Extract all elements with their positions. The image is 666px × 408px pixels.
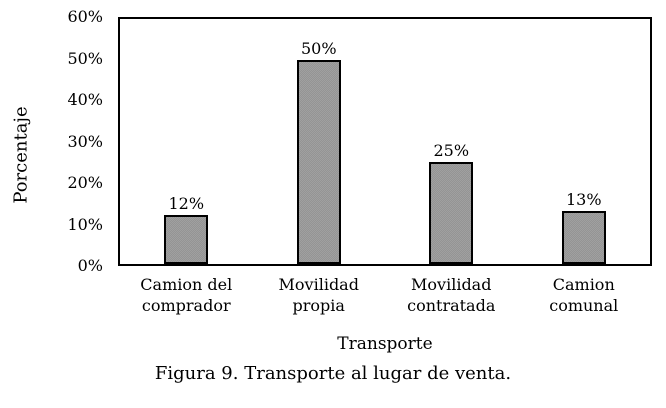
y-tick-label: 10% <box>67 214 103 234</box>
x-axis-title: Transporte <box>337 334 433 354</box>
bar-value-label: 13% <box>565 189 602 209</box>
y-tick-label: 0% <box>77 256 103 275</box>
y-tick-label: 50% <box>67 48 103 68</box>
x-category-label: Movilidad contratada <box>407 275 496 315</box>
y-tick-label: 20% <box>67 173 103 192</box>
x-category-label: Camion del comprador <box>140 275 233 315</box>
plot-frame <box>118 17 652 266</box>
bar <box>429 162 474 264</box>
bar-value-label: 25% <box>433 140 470 160</box>
bar <box>164 215 209 264</box>
y-tick-label: 30% <box>67 131 103 151</box>
bar-value-label: 50% <box>300 38 337 58</box>
x-category-label: Movilidad propia <box>278 275 359 315</box>
figure-caption: Figura 9. Transporte al lugar de venta. <box>154 363 512 384</box>
y-tick-label: 40% <box>67 90 103 109</box>
bar-value-label: 12% <box>168 194 205 213</box>
x-category-label: Camion comunal <box>549 275 619 315</box>
bar <box>561 211 606 264</box>
bar <box>296 60 341 264</box>
y-tick-label: 60% <box>67 7 103 26</box>
